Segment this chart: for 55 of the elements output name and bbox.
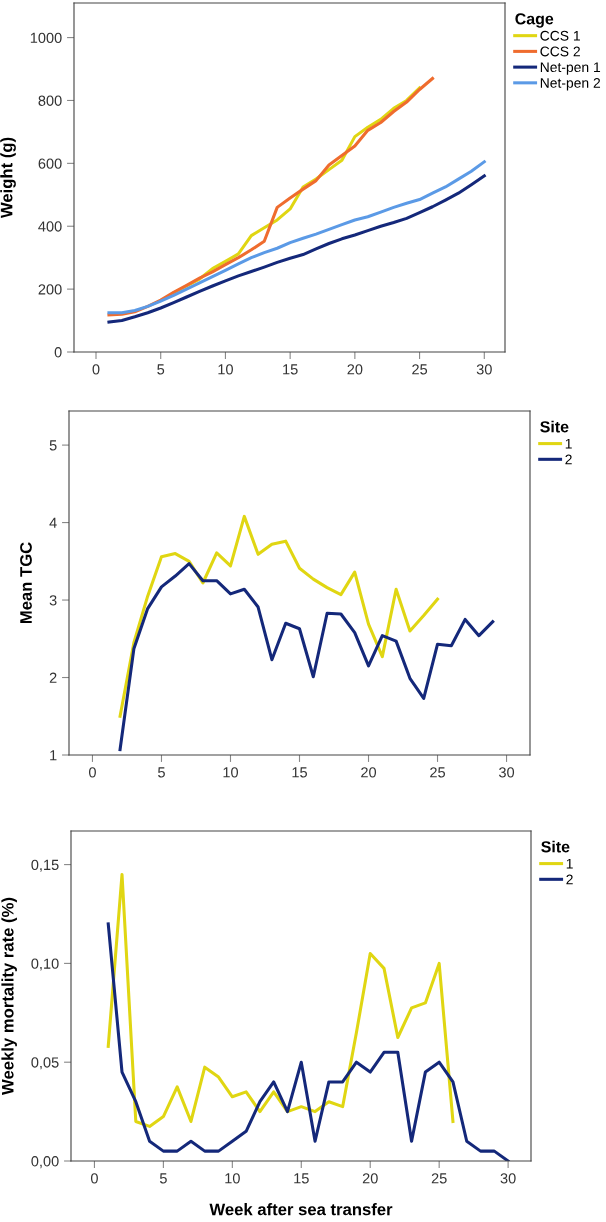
x-tick-label: 20 — [361, 767, 377, 778]
y-tick-label: 0,00 — [31, 1156, 59, 1169]
x-tick-label: 0 — [92, 364, 100, 375]
legend-label: 2 — [566, 874, 573, 885]
x-tick-label: 5 — [157, 364, 165, 375]
x-tick-label: 15 — [294, 1173, 309, 1184]
y-tick-label: 4 — [49, 517, 57, 528]
x-tick-label: 15 — [292, 767, 307, 778]
legend-label: Net-pen 1 — [540, 62, 601, 75]
y-tick-label: 400 — [38, 221, 62, 232]
legend-label: 2 — [565, 454, 572, 465]
x-tick-label: 5 — [158, 767, 165, 778]
x-tick-label: 30 — [500, 1173, 516, 1184]
legend-label: 1 — [565, 438, 572, 449]
line-series — [118, 514, 440, 718]
x-tick-label: 0 — [88, 767, 96, 778]
line-series — [106, 922, 510, 1161]
x-tick-label: 25 — [412, 364, 428, 375]
x-tick-label: 10 — [218, 364, 233, 375]
y-tick-label: 0,15 — [31, 859, 59, 872]
legend-label: CCS 1 — [540, 30, 580, 41]
x-tick-label: 5 — [159, 1173, 167, 1184]
y-tick-label: 2 — [49, 672, 57, 683]
y-tick-label: 0,10 — [31, 958, 59, 971]
line-series — [106, 872, 455, 1128]
y-tick-label: 3 — [49, 595, 57, 606]
y-tick-label: 0,05 — [31, 1057, 59, 1070]
legend-title: Cage — [515, 13, 554, 28]
x-tick-label: 10 — [225, 1173, 240, 1184]
y-tick-label: 0 — [54, 347, 62, 358]
x-tick-label: 30 — [476, 364, 492, 375]
legend-title: Site — [541, 840, 570, 853]
x-tick-label: 10 — [223, 767, 239, 778]
x-tick-label: 25 — [431, 1173, 447, 1184]
y-tick-label: 1 — [50, 750, 57, 761]
x-axis-title: Week after sea transfer — [209, 1203, 393, 1216]
x-tick-label: 0 — [90, 1173, 98, 1184]
x-tick-label: 20 — [362, 1173, 378, 1184]
y-axis-title: Weight (g) — [0, 137, 16, 219]
y-tick-label: 1000 — [30, 32, 62, 44]
legend-label: 1 — [566, 858, 573, 869]
y-tick-label: 200 — [38, 284, 62, 295]
y-tick-label: 600 — [38, 158, 62, 169]
legend-title: Site — [540, 420, 569, 433]
y-axis-title: Mean TGC — [20, 542, 32, 624]
legend-label: Net-pen 2 — [540, 78, 601, 91]
x-tick-label: 25 — [430, 767, 446, 778]
line-series — [118, 562, 495, 752]
y-tick-label: 5 — [49, 440, 57, 451]
y-axis-title: Weekly mortality rate (%) — [1, 897, 17, 1095]
x-tick-label: 30 — [498, 767, 515, 778]
x-tick-label: 15 — [283, 364, 298, 375]
y-tick-label: 800 — [38, 95, 62, 106]
x-tick-label: 20 — [347, 364, 363, 375]
legend-label: CCS 2 — [540, 46, 580, 57]
